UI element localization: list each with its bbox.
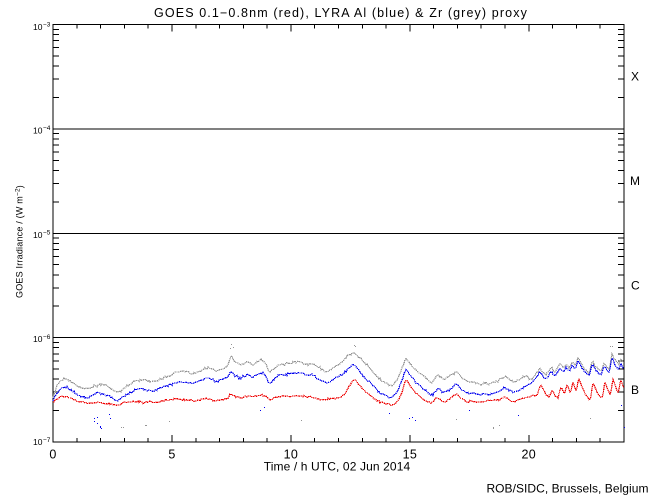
svg-text:−5: −5	[43, 229, 51, 236]
svg-text:C: C	[631, 279, 640, 293]
svg-text:Time / h UTC, 02 Jun 2014: Time / h UTC, 02 Jun 2014	[264, 460, 411, 474]
svg-text:−3: −3	[43, 22, 51, 29]
svg-text:15: 15	[403, 447, 418, 461]
svg-text:−6: −6	[43, 334, 51, 341]
svg-text:10: 10	[33, 437, 43, 447]
svg-text:0: 0	[49, 447, 56, 461]
svg-text:20: 20	[522, 447, 537, 461]
svg-text:10: 10	[284, 447, 299, 461]
svg-text:GOES Irradiance / (W m−2): GOES Irradiance / (W m−2)	[15, 185, 25, 298]
svg-text:ROB/SIDC, Brussels, Belgium: ROB/SIDC, Brussels, Belgium	[486, 481, 648, 495]
svg-text:GOES 0.1−0.8nm (red), LYRA Al: GOES 0.1−0.8nm (red), LYRA Al (blue) & Z…	[154, 6, 528, 20]
svg-text:X: X	[631, 70, 639, 84]
svg-text:10: 10	[33, 126, 43, 136]
svg-text:10: 10	[33, 22, 43, 32]
svg-text:−7: −7	[43, 437, 51, 444]
svg-text:10: 10	[33, 334, 43, 344]
svg-text:5: 5	[168, 447, 175, 461]
svg-text:B: B	[631, 383, 639, 397]
svg-text:10: 10	[33, 230, 43, 240]
svg-text:−4: −4	[43, 125, 51, 132]
svg-text:M: M	[630, 174, 640, 188]
